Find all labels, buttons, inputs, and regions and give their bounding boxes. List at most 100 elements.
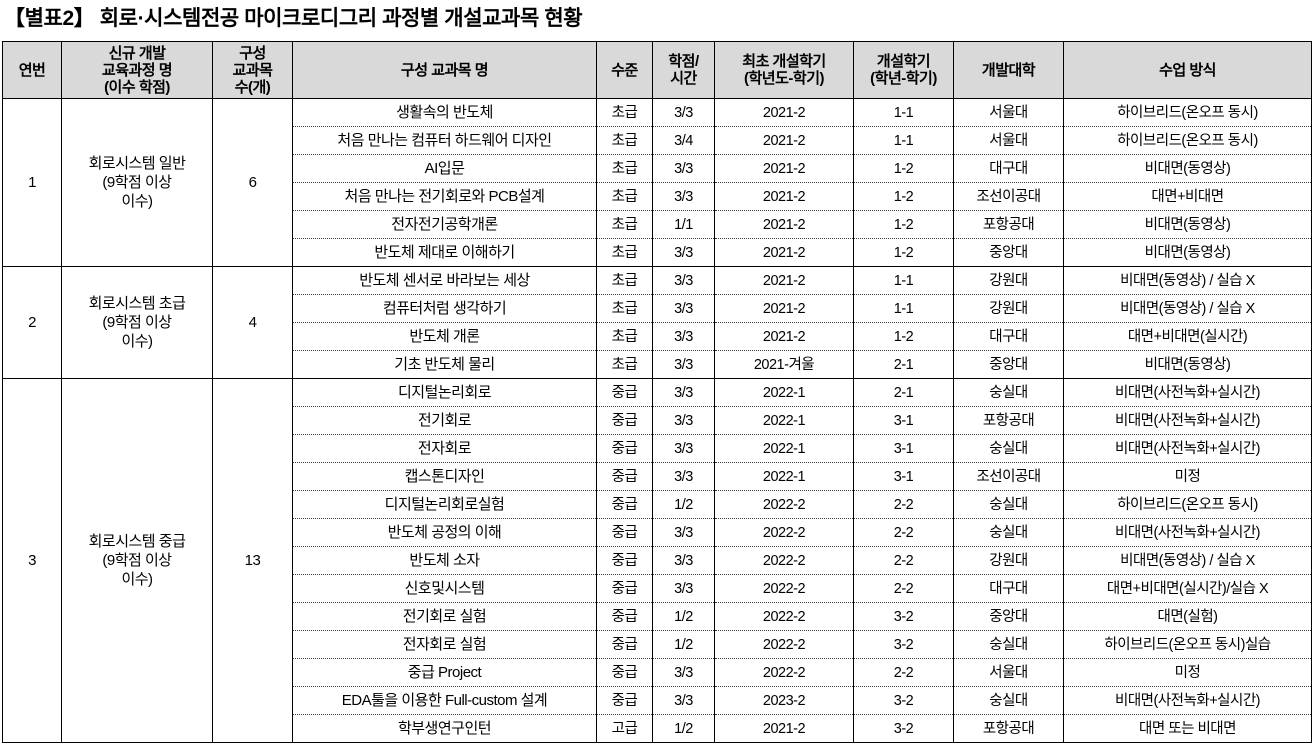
cell-level: 중급 xyxy=(596,602,653,631)
header-credit-line2: 시간 xyxy=(670,70,697,87)
cell-credit-hours: 3/3 xyxy=(652,154,715,183)
cell-first-term: 2022-2 xyxy=(714,630,854,659)
header-course-label: 구성 교과목 명 xyxy=(400,61,489,79)
group-program-line1: 회로시스템 초급 xyxy=(88,295,186,312)
cell-term: 2-2 xyxy=(853,518,954,547)
cell-course-name: 반도체 센서로 바라보는 세상 xyxy=(292,266,597,295)
table-row: AI입문 초급 3/3 2021-2 1-2 대구대 비대면(동영상) xyxy=(3,154,1312,183)
header-row: 연번 신규 개발 교육과정 명 (이수 학점) 구성 교과목 수(개) 구성 교… xyxy=(2,41,1312,99)
cell-course-name: 전기회로 xyxy=(292,406,597,435)
cell-term: 1-2 xyxy=(853,322,954,351)
cell-level: 중급 xyxy=(596,406,653,435)
cell-class-mode: 비대면(동영상) / 실습 X xyxy=(1063,546,1312,575)
table-row: 2 회로시스템 초급 (9학점 이상 이수) 4 반도체 센서로 바라보는 세상 초급 3/3… xyxy=(2,266,1312,379)
cell-course-name: 전자회로 실험 xyxy=(292,630,597,659)
cell-term: 3-2 xyxy=(853,714,954,743)
cell-first-term: 2021-2 xyxy=(714,238,854,267)
cell-credit-hours: 3/3 xyxy=(652,378,715,407)
table-row: 컴퓨터처럼 생각하기 초급 3/3 2021-2 1-1 강원대 비대면(동영상) / 실습… xyxy=(3,294,1312,323)
cell-first-term: 2022-2 xyxy=(714,518,854,547)
cell-course-name: 디지털논리회로실험 xyxy=(292,490,597,519)
header-level: 수준 xyxy=(596,41,653,99)
cell-credit-hours: 3/3 xyxy=(652,434,715,463)
cell-course-name: 처음 만나는 컴퓨터 하드웨어 디자인 xyxy=(292,126,597,155)
cell-university: 숭실대 xyxy=(953,434,1064,463)
cell-level: 중급 xyxy=(596,686,653,715)
cell-level: 초급 xyxy=(596,154,653,183)
cell-level: 초급 xyxy=(596,238,653,267)
cell-university: 숭실대 xyxy=(953,518,1064,547)
group-number-cell: 3 xyxy=(2,378,62,743)
cell-first-term: 2022-1 xyxy=(714,462,854,491)
cell-course-name: 반도체 공정의 이해 xyxy=(292,518,597,547)
cell-first-term: 2021-2 xyxy=(714,182,854,211)
cell-university: 대구대 xyxy=(953,322,1064,351)
cell-credit-hours: 3/3 xyxy=(652,182,715,211)
table-row: 기초 반도체 물리 초급 3/3 2021-겨울 2-1 중앙대 비대면(동영상) xyxy=(3,350,1312,379)
group-program-cell: 회로시스템 중급 (9학점 이상 이수) xyxy=(61,378,213,743)
group-program-line3: 이수) xyxy=(121,333,153,350)
cell-credit-hours: 3/3 xyxy=(652,322,715,351)
group-program-line1: 회로시스템 중급 xyxy=(88,533,186,550)
cell-credit-hours: 3/3 xyxy=(652,686,715,715)
cell-first-term: 2021-2 xyxy=(714,154,854,183)
cell-course-name: 학부생연구인턴 xyxy=(292,714,597,743)
header-credit: 학점/ 시간 xyxy=(652,41,715,99)
table-row: 1 회로시스템 일반 (9학점 이상 이수) 6 생활속의 반도체 초급 3/3 2021-2 1… xyxy=(2,98,1312,267)
cell-level: 고급 xyxy=(596,714,653,743)
cell-level: 초급 xyxy=(596,98,653,127)
table-row: 반도체 개론 초급 3/3 2021-2 1-2 대구대 대면+비대면(실시간) xyxy=(3,322,1312,351)
cell-course-name: 중급 Project xyxy=(292,658,597,687)
cell-course-name: 기초 반도체 물리 xyxy=(292,350,597,379)
cell-term: 2-2 xyxy=(853,658,954,687)
cell-class-mode: 비대면(사전녹화+실시간) xyxy=(1063,378,1312,407)
cell-class-mode: 하이브리드(온오프 동시) xyxy=(1063,490,1312,519)
cell-university: 포항공대 xyxy=(953,714,1064,743)
cell-university: 숭실대 xyxy=(953,378,1064,407)
group-program-line2: (9학점 이상 xyxy=(102,552,172,569)
cell-term: 1-2 xyxy=(853,154,954,183)
table-row: 전자회로 실험 중급 1/2 2022-2 3-2 숭실대 하이브리드(온오프 동시)실습 xyxy=(3,630,1312,659)
table-row: 전자회로 중급 3/3 2022-1 3-1 숭실대 비대면(사전녹화+실시간) xyxy=(3,434,1312,463)
table-row: 신호및시스템 중급 3/3 2022-2 2-2 대구대 대면+비대면(실시간)/실습 X xyxy=(3,574,1312,603)
group-program-line3: 이수) xyxy=(121,193,153,210)
cell-university: 서울대 xyxy=(953,658,1064,687)
cell-university: 강원대 xyxy=(953,266,1064,295)
cell-term: 3-2 xyxy=(853,602,954,631)
header-term-line1: 개설학기 xyxy=(876,53,931,70)
cell-university: 서울대 xyxy=(953,98,1064,127)
cell-term: 3-1 xyxy=(853,462,954,491)
cell-level: 초급 xyxy=(596,322,653,351)
cell-level: 중급 xyxy=(596,462,653,491)
cell-university: 중앙대 xyxy=(953,350,1064,379)
cell-level: 초급 xyxy=(596,266,653,295)
cell-class-mode: 대면+비대면 xyxy=(1063,182,1312,211)
cell-level: 중급 xyxy=(596,490,653,519)
cell-class-mode: 비대면(동영상) / 실습 X xyxy=(1063,266,1312,295)
cell-credit-hours: 1/1 xyxy=(652,210,715,239)
table-row: 전자전기공학개론 초급 1/1 2021-2 1-2 포항공대 비대면(동영상) xyxy=(3,210,1312,239)
header-first-term-line1: 최초 개설학기 xyxy=(742,53,826,70)
cell-university: 서울대 xyxy=(953,126,1064,155)
table-row: EDA툴을 이용한 Full-custom 설계 중급 3/3 2023-2 3-2 숭실… xyxy=(3,686,1312,715)
table-row: 처음 만나는 컴퓨터 하드웨어 디자인 초급 3/4 2021-2 1-1 서울대 하이브리… xyxy=(3,126,1312,155)
cell-university: 강원대 xyxy=(953,546,1064,575)
cell-level: 중급 xyxy=(596,658,653,687)
cell-university: 숭실대 xyxy=(953,490,1064,519)
cell-first-term: 2021-2 xyxy=(714,98,854,127)
group-program-line2: (9학점 이상 xyxy=(102,314,172,331)
cell-credit-hours: 3/3 xyxy=(652,98,715,127)
page-title: 【별표2】 회로·시스템전공 마이크로디그리 과정별 개설교과목 현황 xyxy=(4,7,583,30)
cell-credit-hours: 3/3 xyxy=(652,658,715,687)
cell-term: 2-1 xyxy=(853,378,954,407)
header-credit-line1: 학점/ xyxy=(668,53,699,70)
header-mode: 수업 방식 xyxy=(1063,41,1312,99)
cell-first-term: 2022-1 xyxy=(714,406,854,435)
table-row: 중급 Project 중급 3/3 2022-2 2-2 서울대 미정 xyxy=(3,658,1312,687)
group-course-count-cell: 6 xyxy=(212,98,293,267)
cell-class-mode: 비대면(동영상) xyxy=(1063,350,1312,379)
cell-university: 대구대 xyxy=(953,154,1064,183)
cell-class-mode: 미정 xyxy=(1063,462,1312,491)
group-course-count-cell: 4 xyxy=(212,266,293,379)
